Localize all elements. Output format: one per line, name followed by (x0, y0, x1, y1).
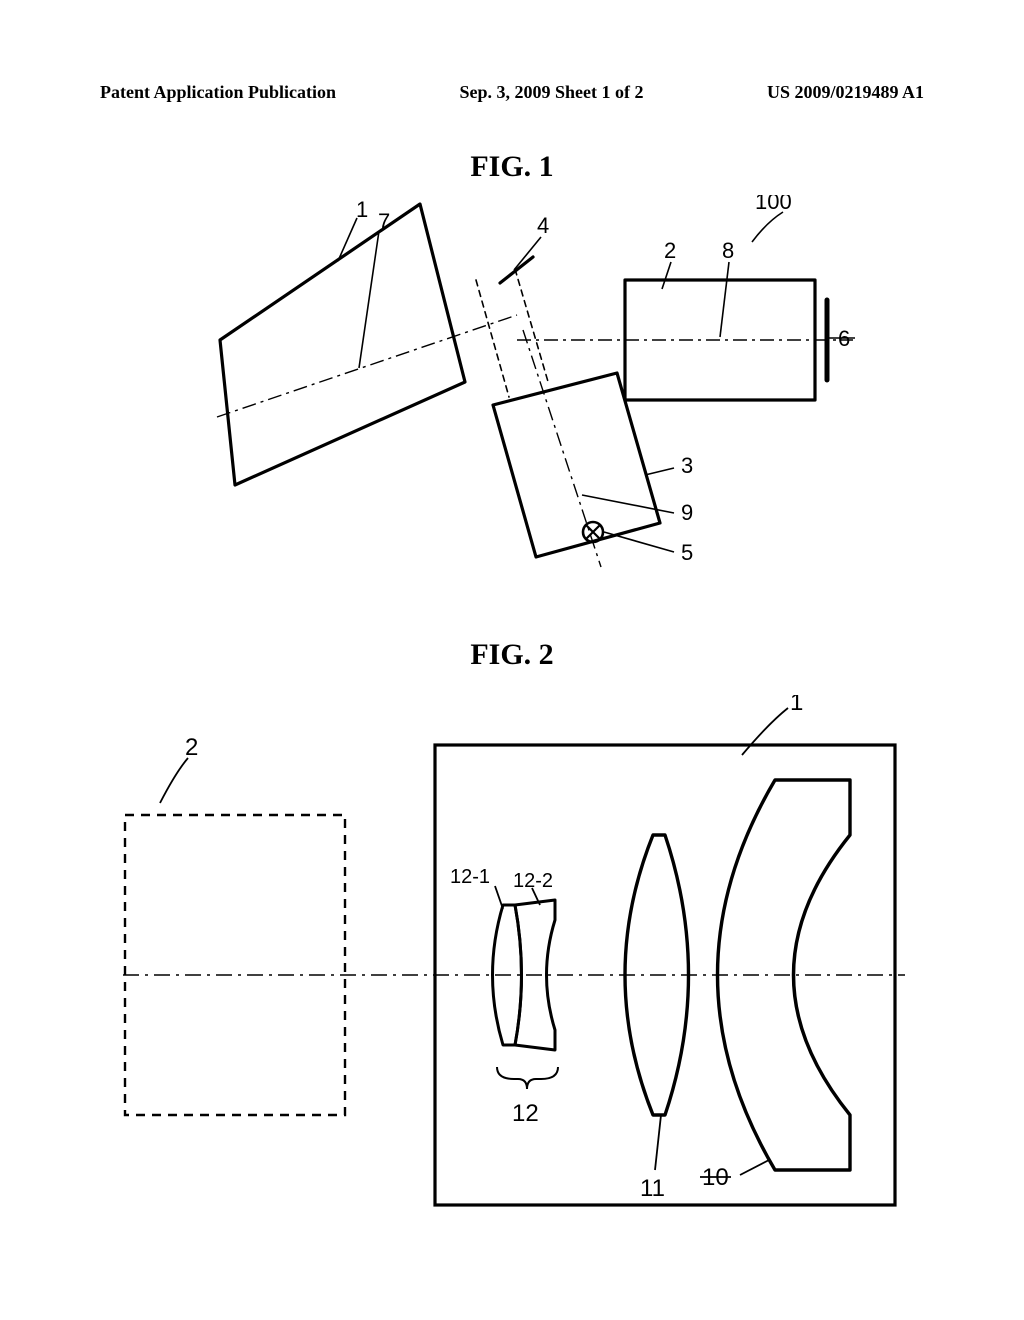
page-header: Patent Application Publication Sep. 3, 2… (100, 82, 924, 103)
fig1-label-6: 6 (838, 326, 850, 351)
fig1-label-1: 1 (356, 197, 368, 222)
fig1-label-4: 4 (537, 213, 549, 238)
fig1-label-2: 2 (664, 238, 676, 263)
fig2-title: FIG. 2 (470, 638, 553, 672)
page: Patent Application Publication Sep. 3, 2… (0, 0, 1024, 1320)
fig1-title: FIG. 1 (470, 150, 553, 184)
header-left: Patent Application Publication (100, 82, 336, 103)
fig1-label-7: 7 (378, 209, 390, 234)
fig2-diagram: 2 1 12-1 12-2 12 11 10 (105, 695, 915, 1240)
fig2-label-1: 1 (790, 695, 803, 716)
fig2-label-12: 12 (512, 1100, 539, 1127)
fig2-label-2: 2 (185, 734, 198, 761)
fig1-label-5: 5 (681, 540, 693, 565)
fig1-label-8: 8 (722, 238, 734, 263)
fig1-diagram: 1 7 4 100 2 8 6 3 9 5 (165, 195, 855, 620)
fig2-label-12-1: 12-1 (450, 866, 490, 888)
header-right: US 2009/0219489 A1 (767, 82, 924, 103)
fig1-label-9: 9 (681, 500, 693, 525)
fig1-label-3: 3 (681, 453, 693, 478)
header-center: Sep. 3, 2009 Sheet 1 of 2 (460, 82, 644, 103)
fig1-label-100: 100 (755, 195, 792, 214)
fig2-label-11: 11 (640, 1175, 665, 1202)
fig2-label-12-2: 12-2 (513, 870, 553, 892)
